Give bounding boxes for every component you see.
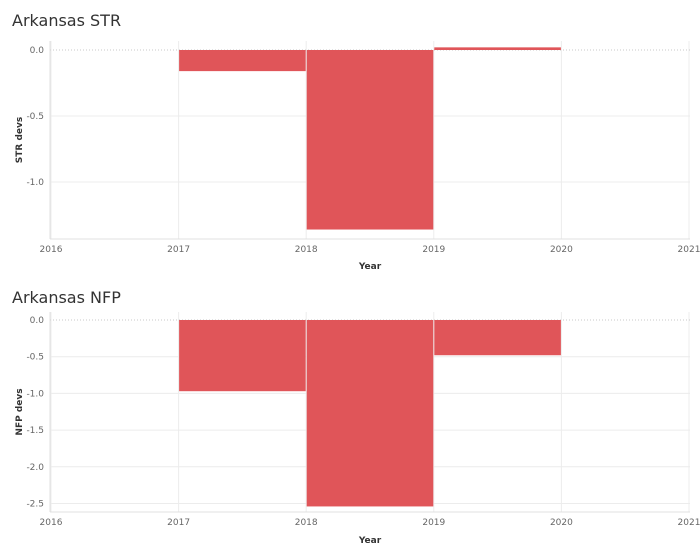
- x-tick-label: 2018: [295, 518, 318, 528]
- bar[interactable]: [434, 47, 561, 50]
- x-axis-title: Year: [358, 262, 382, 272]
- y-tick-label: 0.0: [30, 46, 45, 56]
- x-tick-label: 2016: [40, 245, 63, 255]
- y-tick-label: -2.5: [26, 500, 44, 510]
- x-tick-label: 2018: [295, 245, 318, 255]
- y-tick-label: -0.5: [26, 112, 44, 122]
- y-tick-label: -1.0: [26, 178, 44, 188]
- bar[interactable]: [306, 320, 434, 507]
- bar[interactable]: [306, 50, 434, 230]
- x-tick-label: 2020: [550, 245, 573, 255]
- x-tick-label: 2017: [167, 518, 190, 528]
- y-tick-label: 0.0: [30, 316, 45, 326]
- x-tick-label: 2017: [167, 245, 190, 255]
- x-tick-label: 2020: [550, 518, 573, 528]
- x-tick-label: 2019: [422, 518, 445, 528]
- x-tick-label: 2021: [678, 518, 700, 528]
- x-tick-label: 2019: [422, 245, 445, 255]
- y-axis-title: STR devs: [15, 117, 25, 163]
- y-tick-label: -1.0: [26, 389, 44, 399]
- y-tick-label: -2.0: [26, 463, 44, 473]
- x-tick-label: 2016: [40, 518, 63, 528]
- y-tick-label: -0.5: [26, 353, 44, 363]
- y-tick-label: -1.5: [26, 426, 44, 436]
- x-tick-label: 2021: [678, 245, 700, 255]
- bar[interactable]: [179, 50, 306, 72]
- bar[interactable]: [434, 320, 561, 356]
- chart-title-nfp: Arkansas NFP: [12, 288, 121, 307]
- bar[interactable]: [179, 320, 306, 392]
- x-axis-title: Year: [358, 536, 382, 546]
- chart-title-str: Arkansas STR: [12, 11, 122, 30]
- y-axis-title: NFP devs: [15, 388, 25, 435]
